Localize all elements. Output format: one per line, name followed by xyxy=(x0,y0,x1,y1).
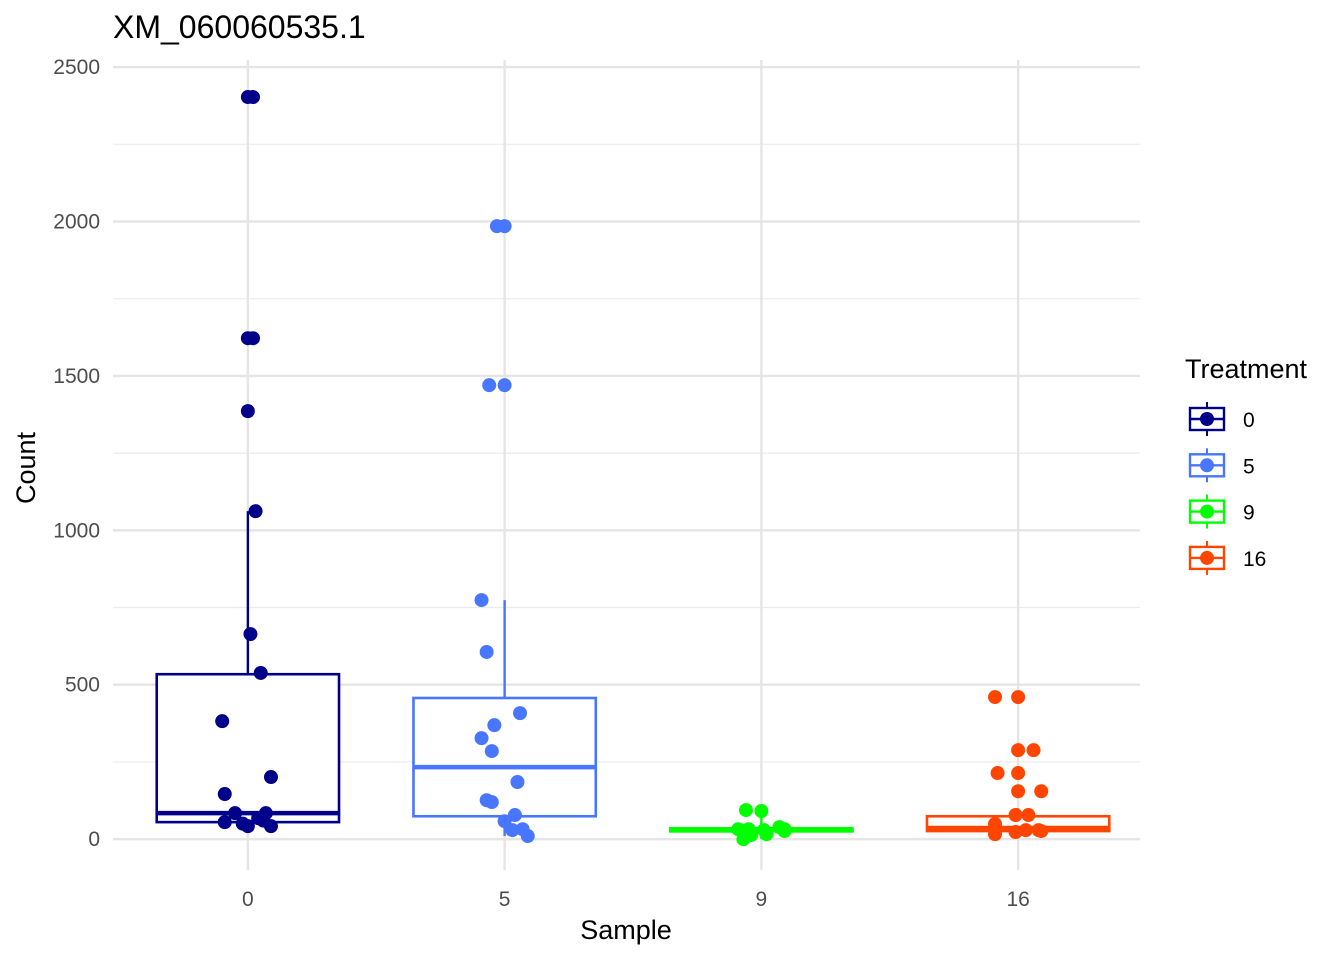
point-5 xyxy=(482,378,497,393)
point-16 xyxy=(1021,808,1036,823)
point-5 xyxy=(507,808,522,823)
point-16 xyxy=(988,827,1003,842)
point-0 xyxy=(246,90,261,105)
legend-label: 5 xyxy=(1243,455,1255,478)
point-5 xyxy=(484,795,499,810)
point-0 xyxy=(215,714,230,729)
point-16 xyxy=(1026,743,1041,758)
point-5 xyxy=(474,593,489,608)
point-16 xyxy=(1008,808,1023,823)
point-9 xyxy=(777,824,792,839)
point-5 xyxy=(513,706,528,721)
points xyxy=(215,90,1049,847)
point-16 xyxy=(1011,690,1026,705)
y-tick-label: 500 xyxy=(65,674,100,697)
point-5 xyxy=(479,644,494,659)
legend-item-16: 16 xyxy=(1188,540,1266,575)
legend-point xyxy=(1200,504,1214,519)
point-9 xyxy=(754,804,769,819)
legend-label: 0 xyxy=(1243,409,1255,432)
box-iqr xyxy=(155,672,341,824)
legend-label: 16 xyxy=(1243,548,1266,571)
point-0 xyxy=(263,770,278,785)
point-5 xyxy=(505,823,520,838)
point-9 xyxy=(738,803,753,818)
point-16 xyxy=(1011,743,1026,758)
y-tick-label: 1000 xyxy=(53,519,100,542)
point-0 xyxy=(248,504,263,519)
point-16 xyxy=(1034,824,1049,839)
x-tick-labels: 0 5 9 16 xyxy=(242,888,1030,911)
legend-title: Treatment xyxy=(1185,354,1308,384)
point-5 xyxy=(497,219,512,234)
point-0 xyxy=(217,787,232,802)
x-axis-label: Sample xyxy=(580,915,672,945)
point-5 xyxy=(487,718,502,733)
y-tick-label: 0 xyxy=(88,828,100,851)
point-16 xyxy=(1011,766,1026,781)
legend-point xyxy=(1200,458,1214,473)
point-0 xyxy=(253,665,268,680)
point-16 xyxy=(1011,784,1026,799)
x-tick-label: 0 xyxy=(242,888,254,911)
x-tick-label: 5 xyxy=(499,888,511,911)
point-16 xyxy=(1034,784,1049,799)
point-5 xyxy=(510,774,525,789)
point-16 xyxy=(1018,823,1033,838)
boxes xyxy=(155,511,1111,840)
box-0 xyxy=(155,511,341,829)
point-0 xyxy=(243,627,258,642)
point-5 xyxy=(497,378,512,393)
point-0 xyxy=(246,331,261,346)
y-tick-label: 2000 xyxy=(53,211,100,234)
y-tick-labels: 0 500 1000 1500 2000 2500 xyxy=(53,56,100,851)
legend-label: 9 xyxy=(1243,502,1255,525)
point-0 xyxy=(235,816,250,831)
legend-point xyxy=(1200,412,1214,426)
point-9 xyxy=(759,827,774,842)
x-tick-label: 9 xyxy=(756,888,768,911)
y-tick-label: 1500 xyxy=(53,365,100,388)
point-16 xyxy=(988,816,1003,831)
y-tick-label: 2500 xyxy=(53,56,100,79)
legend-item-5: 5 xyxy=(1188,448,1255,483)
point-16 xyxy=(990,766,1005,781)
point-0 xyxy=(256,813,271,828)
legend-item-9: 9 xyxy=(1188,494,1255,529)
box-iqr xyxy=(412,696,598,818)
y-axis-label: Count xyxy=(11,431,41,504)
legend: Treatment 0 5 9 16 xyxy=(1185,354,1308,575)
point-0 xyxy=(240,404,255,419)
point-16 xyxy=(988,690,1003,705)
legend-item-0: 0 xyxy=(1188,402,1255,436)
point-5 xyxy=(474,731,489,746)
point-5 xyxy=(484,744,499,759)
point-9 xyxy=(736,832,751,847)
point-0 xyxy=(228,806,243,821)
x-tick-label: 16 xyxy=(1006,888,1029,911)
legend-point xyxy=(1200,550,1214,565)
point-5 xyxy=(520,829,535,844)
box-5 xyxy=(412,600,598,837)
point-0 xyxy=(217,815,232,830)
chart-title: XM_060060535.1 xyxy=(113,9,366,45)
